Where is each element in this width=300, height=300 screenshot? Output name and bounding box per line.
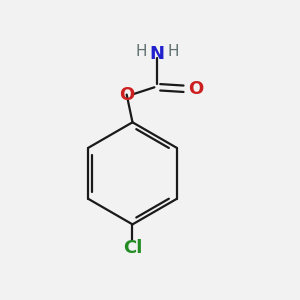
Text: H: H	[168, 44, 179, 59]
Text: Cl: Cl	[123, 239, 142, 257]
Text: O: O	[119, 85, 134, 103]
Text: O: O	[188, 80, 203, 98]
Text: H: H	[136, 44, 147, 59]
Text: N: N	[150, 45, 165, 63]
